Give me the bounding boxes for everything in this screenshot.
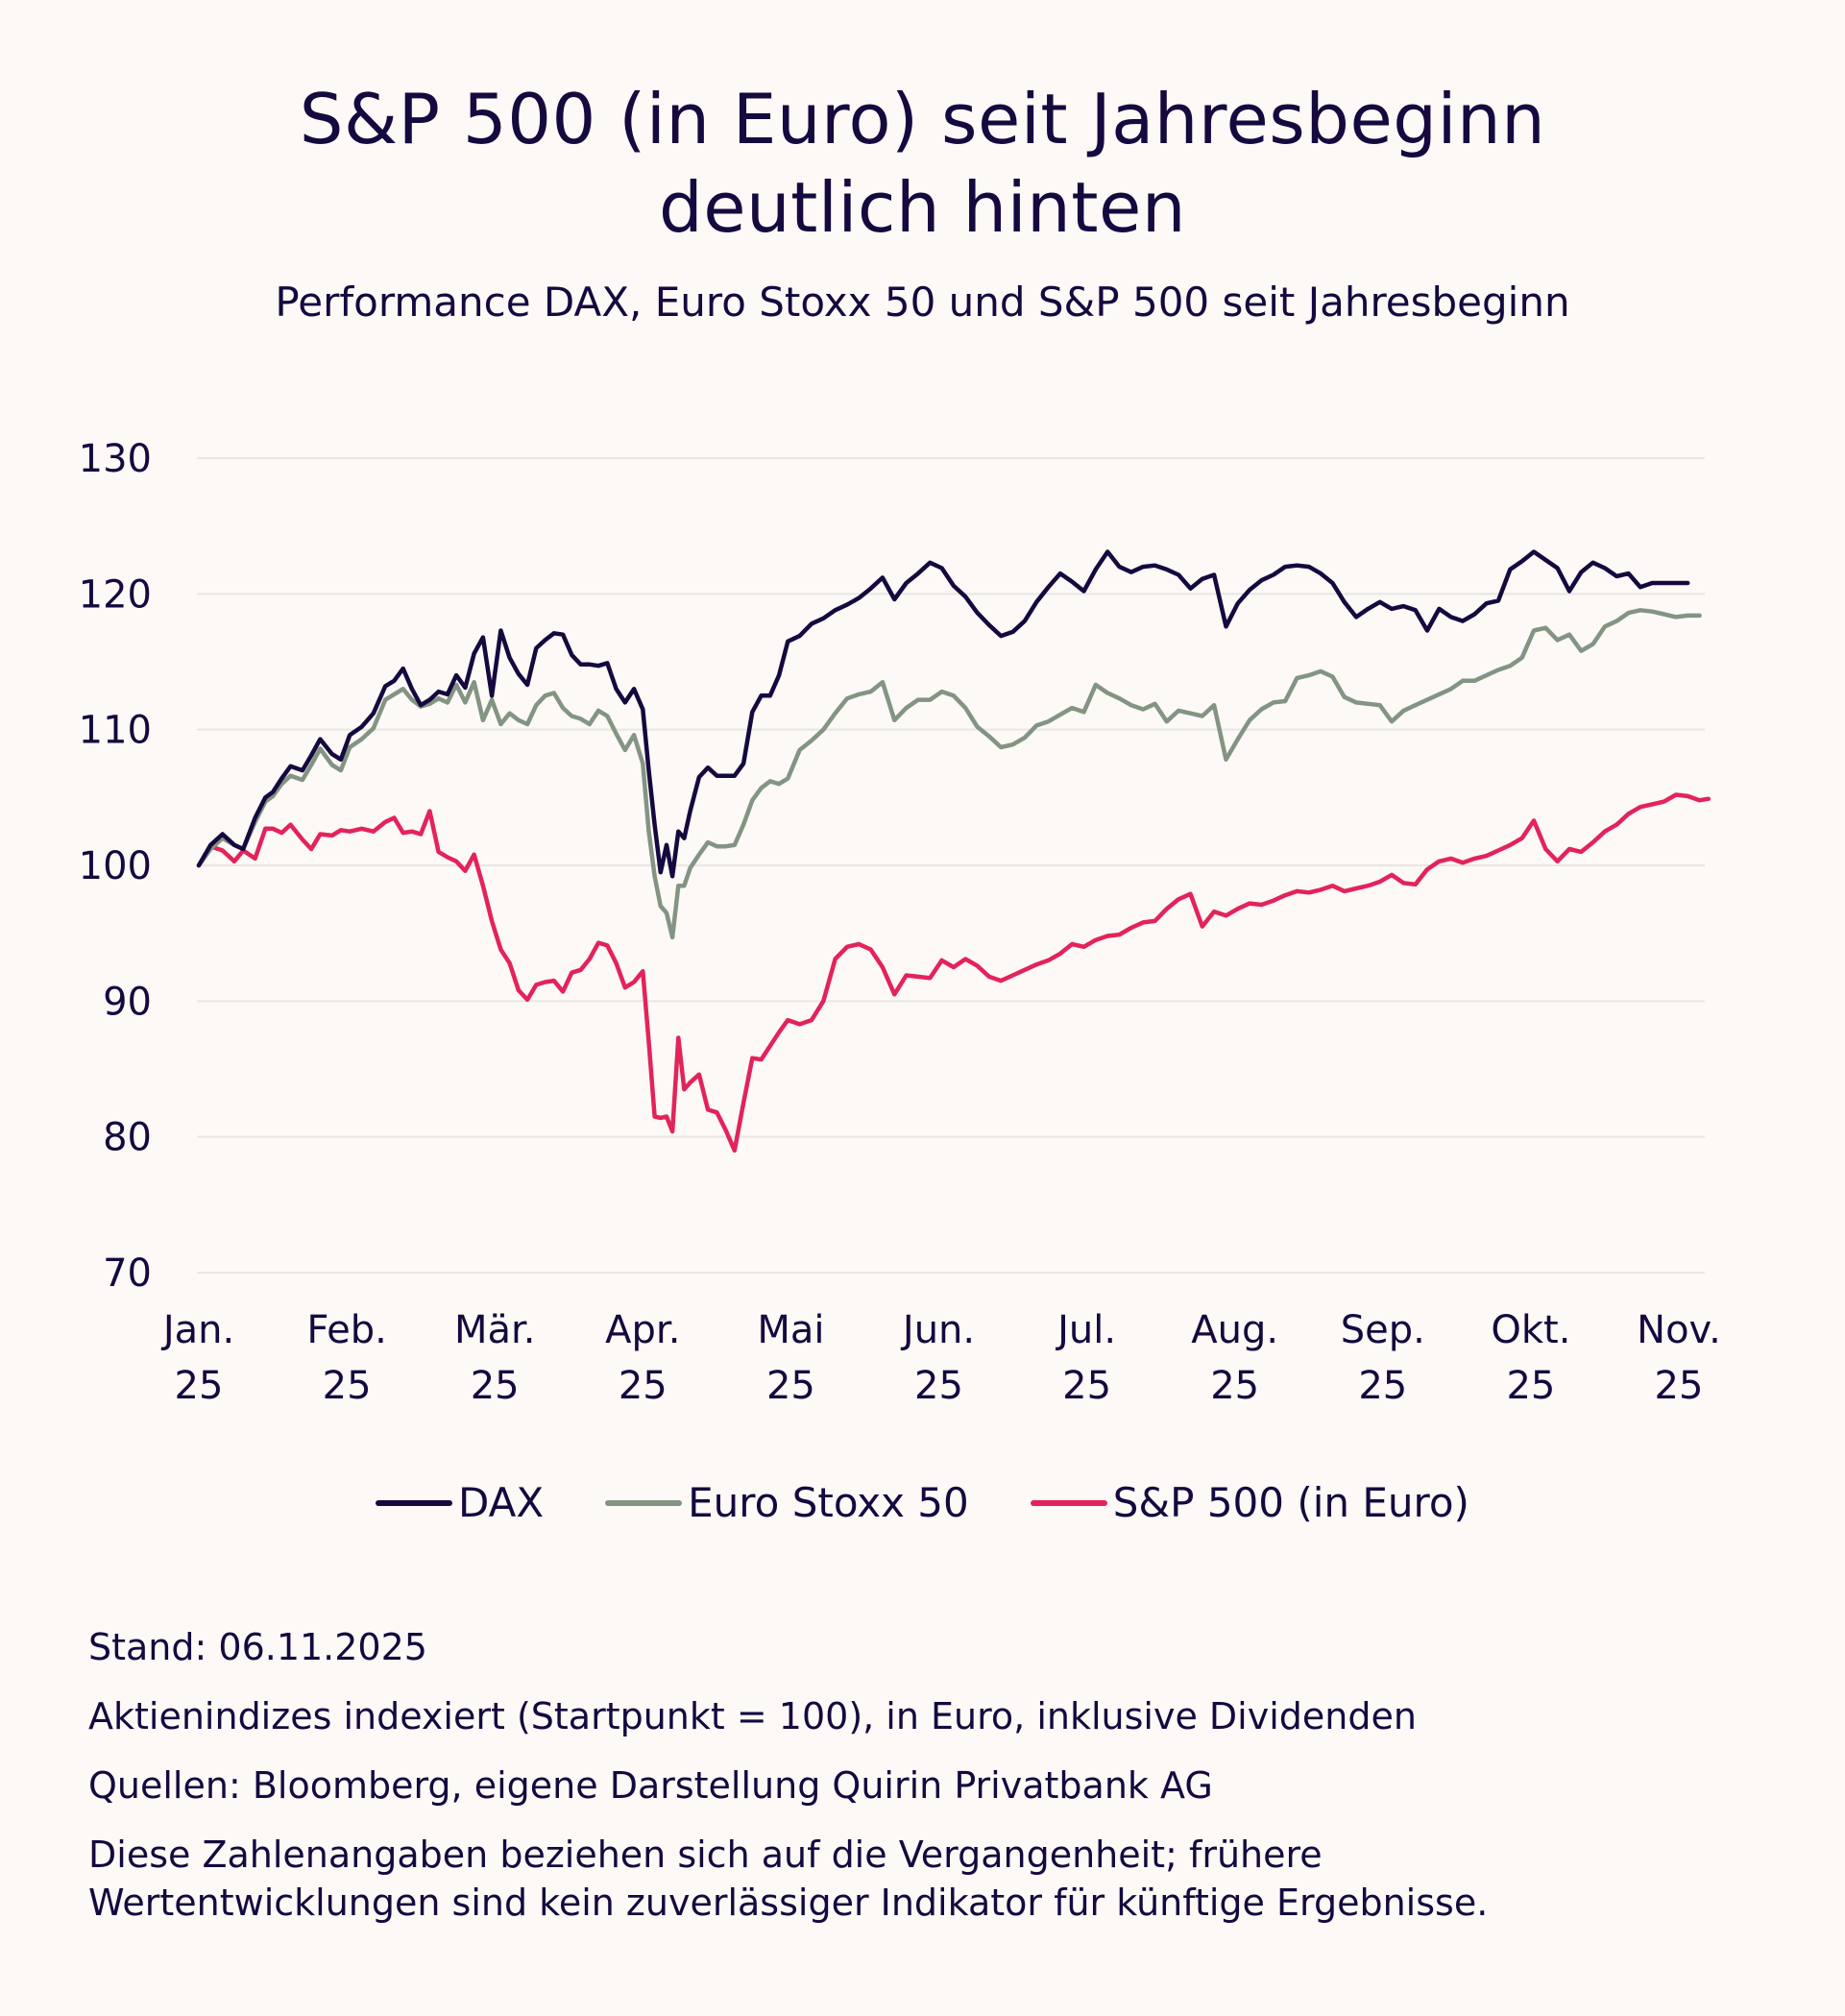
x-tick-label-year-5: 25	[914, 1364, 963, 1408]
x-tick-label-year-3: 25	[619, 1364, 668, 1408]
note-stand: Stand: 06.11.2025	[88, 1626, 427, 1668]
legend-swatch-dax	[376, 1499, 453, 1506]
y-tick-label-110: 110	[79, 709, 152, 753]
x-tick-label-month-7: Aug.	[1191, 1308, 1278, 1352]
x-axis: Jan. 25 Feb. 25 Mär. 25 Apr. 25 Mai 25 Jun. 25 Jul. 2…	[160, 1308, 1721, 1408]
chart-subtitle: Performance DAX, Euro Stoxx 50 und S&P 5…	[275, 279, 1570, 326]
x-tick-label-month-4: Mai	[757, 1308, 824, 1352]
legend-label-sp500: S&P 500 (in Euro)	[1112, 1479, 1469, 1526]
x-tick-label-month-0: Jan.	[160, 1308, 234, 1352]
x-tick-label-month-2: Mär.	[454, 1308, 536, 1352]
note-disclaimer-line1: Diese Zahlenangaben beziehen sich auf di…	[88, 1834, 1323, 1876]
x-tick-label-year-1: 25	[323, 1364, 372, 1408]
series-lines	[196, 549, 1711, 1154]
x-tick-label-month-3: Apr.	[605, 1308, 680, 1352]
y-tick-label-100: 100	[79, 844, 152, 888]
x-tick-label-year-7: 25	[1210, 1364, 1259, 1408]
legend-label-eurostoxx: Euro Stoxx 50	[688, 1479, 969, 1526]
x-tick-label-month-5: Jun.	[900, 1308, 975, 1352]
footnotes: Stand: 06.11.2025 Aktienindizes indexier…	[88, 1623, 1488, 1927]
legend: DAX Euro Stoxx 50 S&P 500 (in Euro)	[0, 1479, 1845, 1526]
x-tick-label-year-2: 25	[471, 1364, 520, 1408]
x-tick-label-year-10: 25	[1655, 1364, 1704, 1408]
y-tick-label-120: 120	[79, 572, 152, 617]
legend-item-sp500: S&P 500 (in Euro)	[1030, 1479, 1469, 1526]
grid-lines	[197, 457, 1705, 1274]
legend-swatch-sp500	[1030, 1499, 1107, 1506]
chart-title-line2: deutlich hinten	[659, 167, 1186, 248]
x-tick-label-year-8: 25	[1358, 1364, 1407, 1408]
chart-title: S&P 500 (in Euro) seit Jahresbeginn deut…	[0, 75, 1845, 252]
y-tick-label-70: 70	[103, 1251, 152, 1296]
note-disclaimer: Diese Zahlenangaben beziehen sich auf di…	[88, 1831, 1488, 1927]
x-tick-label-month-9: Okt.	[1491, 1308, 1570, 1352]
y-axis: 70 80 90 100 110 120 130	[79, 437, 152, 1296]
legend-item-eurostoxx: Euro Stoxx 50	[605, 1479, 969, 1526]
note-sources: Quellen: Bloomberg, eigene Darstellung Q…	[88, 1764, 1213, 1807]
note-disclaimer-line2: Wertentwicklungen sind kein zuverlässige…	[88, 1882, 1489, 1924]
series-line-dax	[196, 549, 1690, 879]
x-tick-label-year-6: 25	[1062, 1364, 1111, 1408]
chart-title-line1: S&P 500 (in Euro) seit Jahresbeginn	[299, 79, 1546, 159]
x-tick-label-month-10: Nov.	[1637, 1308, 1721, 1352]
y-tick-label-90: 90	[103, 980, 152, 1024]
x-tick-label-month-8: Sep.	[1341, 1308, 1425, 1352]
series-line-sp500	[196, 792, 1711, 1154]
series-line-eurostoxx	[196, 608, 1702, 940]
x-tick-label-month-1: Feb.	[306, 1308, 387, 1352]
x-tick-label-year-4: 25	[766, 1364, 815, 1408]
x-tick-label-year-0: 25	[175, 1364, 224, 1408]
y-tick-label-130: 130	[79, 437, 152, 481]
line-chart: 70 80 90 100 110 120 130 Jan. 25 Feb. 25 Mär. 25 Apr…	[79, 437, 1721, 1408]
legend-label-dax: DAX	[458, 1479, 545, 1526]
x-tick-label-year-9: 25	[1506, 1364, 1555, 1408]
legend-item-dax: DAX	[376, 1479, 544, 1526]
x-tick-label-month-6: Jul.	[1055, 1308, 1116, 1352]
y-tick-label-80: 80	[103, 1116, 152, 1160]
legend-swatch-eurostoxx	[605, 1499, 683, 1506]
note-methodology: Aktienindizes indexiert (Startpunkt = 10…	[88, 1695, 1417, 1737]
